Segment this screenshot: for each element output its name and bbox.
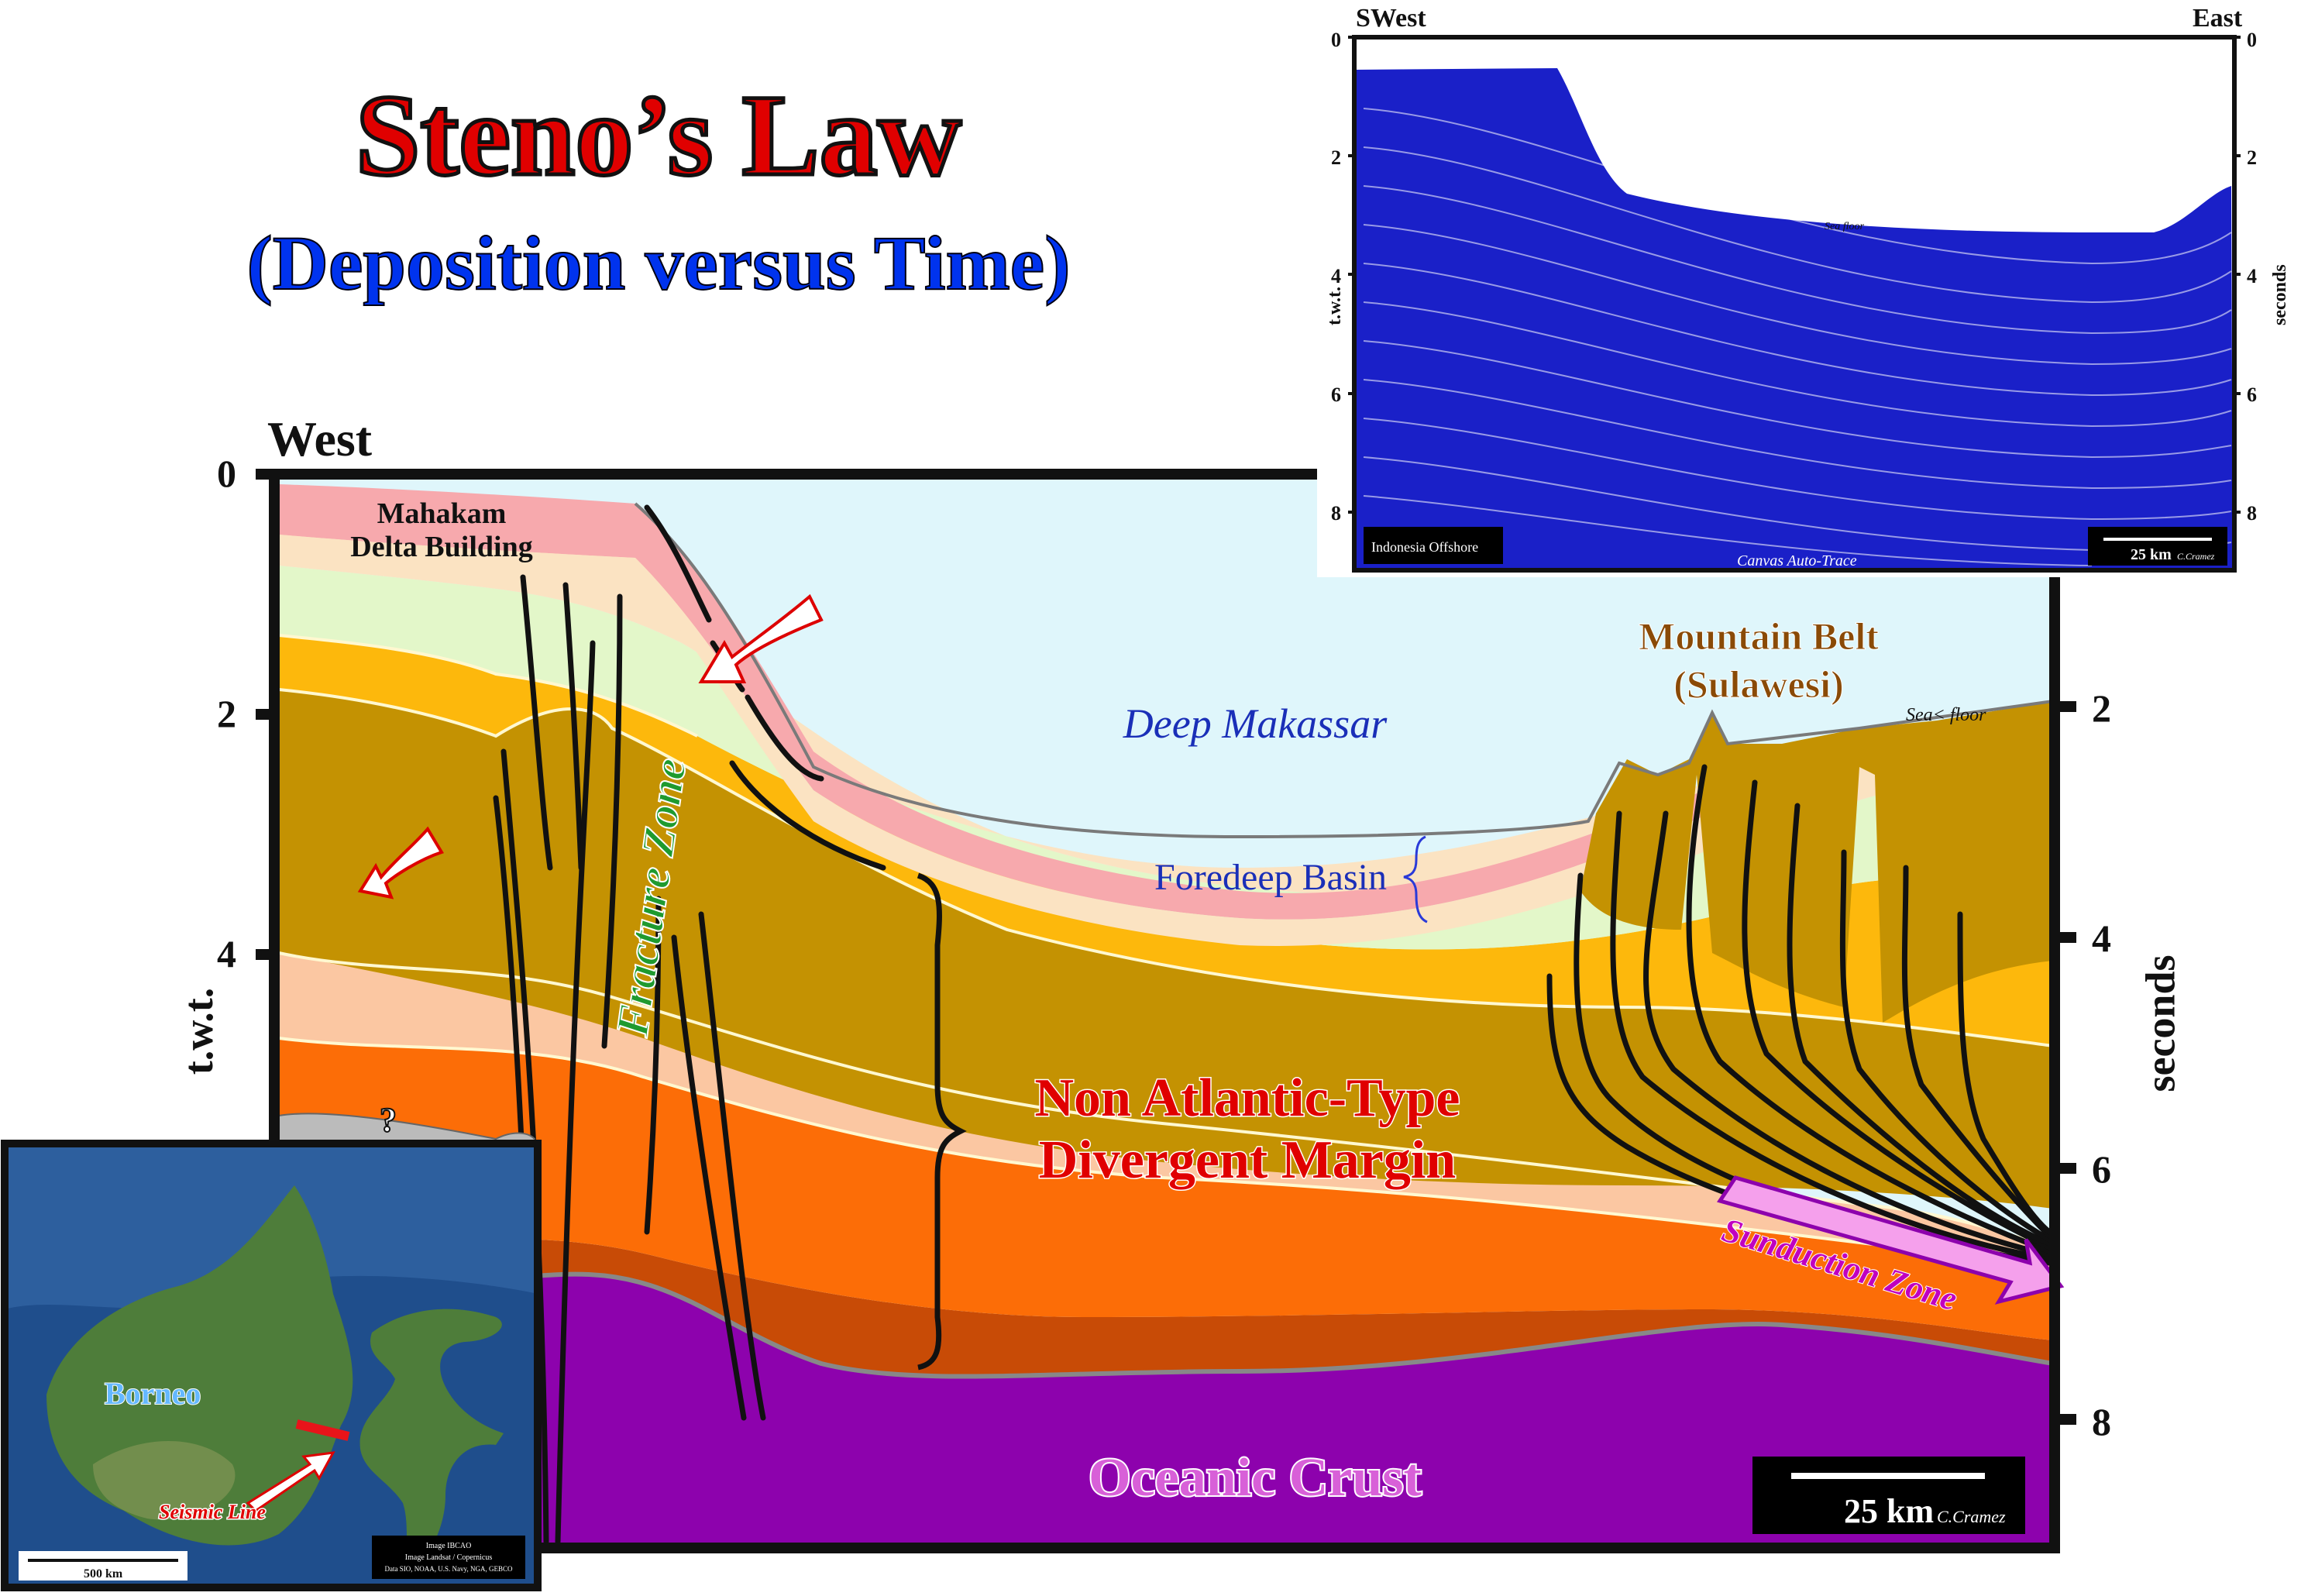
mountain-belt-label-2: (Sulawesi) [1673,662,1843,706]
seismic-panel: SWest East 0 2 4 6 8 0 2 4 6 8 t.w.t. se… [1325,4,2290,573]
layer-pink [279,484,2053,920]
foredeep-basin-label: Foredeep Basin [1154,857,1387,898]
question-mark: ? [380,1101,397,1139]
canvas-label: Canvas Auto-Trace [1737,552,1857,569]
map-scale-box [19,1551,187,1581]
seismic-left-tick-0: 0 [1331,29,1341,51]
layer-light-green [279,566,2053,950]
map-attribution-box [372,1536,525,1579]
seismic-right-tick-2: 2 [2247,146,2257,169]
map-scale-label: 500 km [84,1567,123,1581]
scale-bar-box [1752,1457,2025,1534]
map-attribution-2: Image Landsat / Copernicus [405,1553,493,1562]
mahakam-label-2: Delta Building [350,531,532,563]
seismic-sea-floor-label: Sea floor [1825,221,1864,232]
seismic-right-tick-8: 8 [2247,502,2257,525]
scale-bar-label: 25 km [1844,1492,1934,1530]
sea-floor-label: Sea< floor [1906,705,1986,725]
map-panel: Borneo Seismic Line 500 km Image IBCAO I… [1,1140,542,1591]
margin-label-1: Non Atlantic-Type [1035,1068,1460,1128]
seismic-east-label: East [2193,4,2243,33]
mountain-belt-relief [1580,701,2053,1023]
left-tick-2: 2 [217,692,236,735]
left-tick-0: 0 [217,452,236,495]
seismic-right-tick-6: 6 [2247,384,2257,406]
scale-credit: C.Cramez [1937,1507,2006,1526]
seismic-data [1356,68,2233,569]
seismic-left-tick-6: 6 [1331,384,1341,406]
seismic-line-label: Seismic Line [159,1501,266,1523]
seismic-right-axis-label: seconds [2270,264,2290,325]
left-tick-4: 4 [217,932,236,975]
map-arrow [246,1451,335,1512]
foredeep-brace [1403,835,1428,924]
page-subtitle: (Deposition versus Time) [246,220,1071,306]
right-tick-6: 6 [2092,1147,2111,1191]
layer-oceanic-crust [279,1274,2053,1546]
right-tick-2: 2 [2092,686,2111,730]
deep-makassar-label: Deep Makassar [1123,700,1388,747]
seismic-left-tick-2: 2 [1331,146,1341,169]
slope-faults [644,504,886,871]
sulawesi-landmass [359,1309,504,1573]
seismic-right-tick-4: 4 [2247,265,2257,287]
location-box [1364,527,1503,564]
oceanic-crust-label: Oceanic Crust [1089,1448,1422,1508]
seismic-right-tick-0: 0 [2247,29,2257,51]
west-direction-label: West [267,411,373,466]
seismic-credit: C.Cramez [2177,551,2215,562]
map-attribution-1: Image IBCAO [426,1542,472,1550]
basin-arrow [357,826,444,899]
layer-brown [279,690,2053,1209]
subduction-arrow [1717,1175,2065,1305]
mountain-belt-label-1: Mountain Belt [1639,614,1879,658]
seismic-left-axis-label: t.w.t. [1325,287,1345,325]
seismic-inset: SWest East 0 2 4 6 8 0 2 4 6 8 t.w.t. se… [1317,0,2301,577]
listric-faults [1546,764,2052,1274]
margin-label-2: Divergent Margin [1039,1130,1456,1190]
seismic-west-label: SWest [1356,4,1426,33]
section-frame [269,469,2060,1553]
map-inset: Borneo Seismic Line 500 km Image IBCAO I… [0,1139,542,1592]
margin-brace [917,872,967,1371]
slope-arrow [698,593,824,683]
right-tick-4: 4 [2092,917,2111,960]
location-label: Indonesia Offshore [1371,539,1478,555]
seismic-left-tick-8: 8 [1331,502,1341,525]
seismic-left-tick-4: 4 [1331,265,1341,287]
seismic-scale-box [2088,527,2227,566]
mahakam-label-1: Mahakam [377,497,507,530]
page-title: Steno’s Law [353,71,963,200]
map-attribution-3: Data SIO, NOAA, U.S. Navy, NGA, GEBCO [385,1565,513,1573]
layer-orange-yellow [279,635,2053,1046]
seismic-scale-label: 25 km [2131,546,2172,563]
borneo-label: Borneo [105,1376,201,1411]
seismic-line-marker [295,1419,350,1441]
right-tick-8: 8 [2092,1400,2111,1443]
sea-floor-line [634,502,2054,839]
